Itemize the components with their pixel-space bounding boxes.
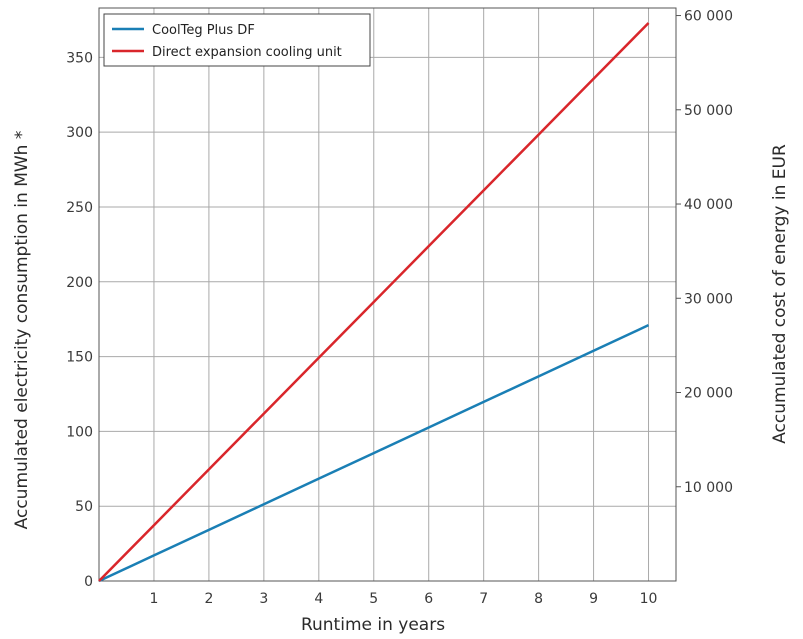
series-line-coolteg <box>98 324 650 583</box>
x-tick-label: 10 <box>640 591 658 607</box>
x-tick-label: 1 <box>149 591 158 607</box>
x-axis-title: Runtime in years <box>301 615 445 635</box>
y2-tick-label: 60 000 <box>684 9 733 25</box>
x-tick-label: 5 <box>369 591 378 607</box>
plot-area-frame <box>98 7 677 582</box>
series-layer <box>98 22 650 583</box>
y2-tick-label: 10 000 <box>684 480 733 496</box>
y-axis-left-ticks: 0 50 100 150 200 250 300 350 <box>66 50 93 590</box>
y2-tick-label: 50 000 <box>684 103 733 119</box>
x-tick-label: 2 <box>204 591 213 607</box>
y-tick-label: 300 <box>66 125 93 141</box>
x-tick-label: 7 <box>479 591 488 607</box>
y2-tick-label: 20 000 <box>684 386 733 402</box>
y-tick-label: 0 <box>84 574 93 590</box>
y-axis-right-ticks: 10 000 20 000 30 000 40 000 50 000 60 000 <box>676 9 733 496</box>
x-tick-label: 9 <box>589 591 598 607</box>
legend-label-coolteg: CoolTeg Plus DF <box>152 23 255 38</box>
y-tick-label: 250 <box>66 200 93 216</box>
y-axis-left-title: Accumulated electricity consumption in M… <box>12 131 32 530</box>
y-axis-right-title: Accumulated cost of energy in EUR <box>770 144 790 444</box>
y2-tick-label: 30 000 <box>684 291 733 307</box>
legend: CoolTeg Plus DF Direct expansion cooling… <box>103 13 371 67</box>
y2-tick-label: 40 000 <box>684 197 733 213</box>
legend-label-direct-expansion: Direct expansion cooling unit <box>152 45 342 60</box>
y-tick-label: 350 <box>66 50 93 66</box>
y-tick-label: 100 <box>66 424 93 440</box>
y-tick-label: 150 <box>66 350 93 366</box>
legend-box <box>103 13 371 67</box>
series-line-direct-expansion <box>98 22 650 582</box>
y-tick-label: 200 <box>66 275 93 291</box>
x-tick-label: 6 <box>424 591 433 607</box>
y-tick-label: 50 <box>75 499 93 515</box>
x-tick-label: 8 <box>534 591 543 607</box>
x-tick-label: 3 <box>259 591 268 607</box>
x-axis-ticks: 1 2 3 4 5 6 7 8 9 10 <box>149 591 657 607</box>
grid <box>99 8 676 581</box>
x-tick-label: 4 <box>314 591 323 607</box>
